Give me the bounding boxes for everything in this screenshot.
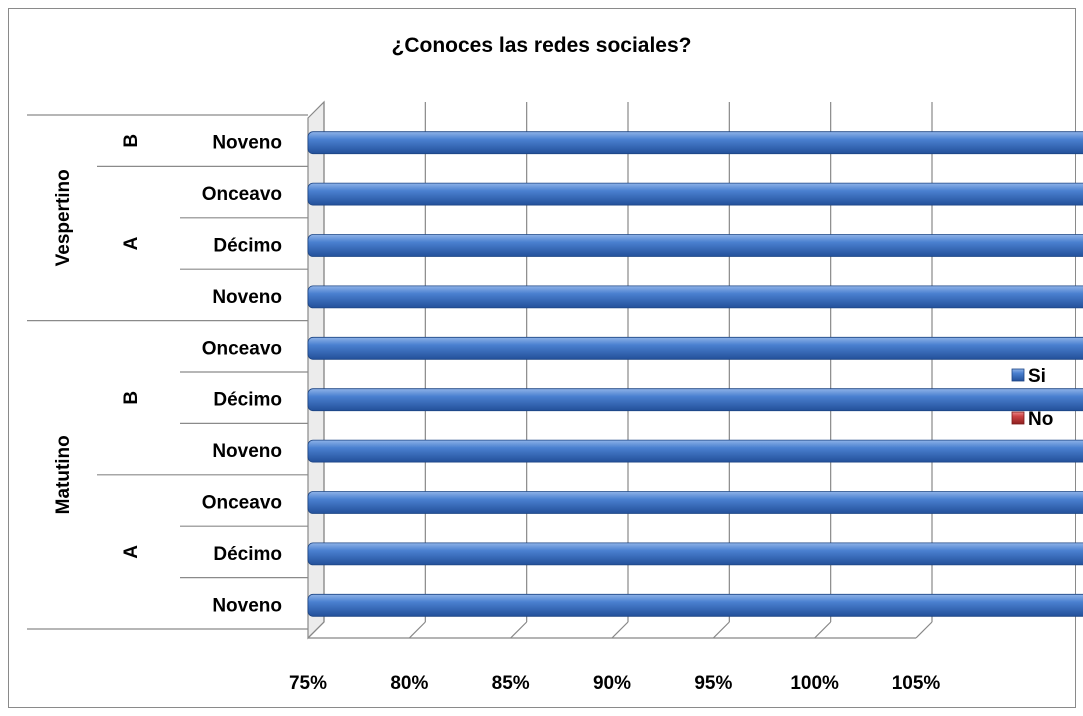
group-label: A [121,545,142,559]
category-label: Noveno [212,287,282,308]
gridline-floor [814,621,832,639]
gridline-floor [915,621,933,639]
x-tick-label: 80% [390,673,428,694]
legend-swatch-si [1011,368,1025,382]
bar-si [307,439,1083,463]
bar-si [307,542,1083,566]
chart-title: ¿Conoces las redes sociales? [391,34,692,57]
legend-swatch-no [1011,411,1025,425]
x-tick-label: 85% [492,673,530,694]
bar-si [307,182,1083,206]
category-label: Noveno [212,441,282,462]
bar-si [307,234,1083,257]
bar-si [307,285,1083,309]
gridline-floor [408,621,426,639]
x-tick-label: 95% [694,673,732,694]
category-label: Décimo [213,544,282,565]
shift-label: Vespertino [53,169,74,266]
bar-si [307,131,1083,155]
category-label: Décimo [213,390,282,411]
gridline-floor [712,621,730,639]
group-label: B [121,391,142,405]
category-label: Noveno [212,595,282,616]
x-tick-label: 90% [593,673,631,694]
gridline-floor [307,621,325,639]
gridline-floor [611,621,629,639]
category-label: Noveno [212,133,282,154]
x-tick-label: 100% [790,673,839,694]
category-label: Onceavo [202,493,282,514]
shift-label: Matutino [53,435,74,514]
bar-si [307,336,1083,360]
x-tick-label: 75% [289,673,327,694]
category-label: Onceavo [202,184,282,205]
legend-label-no: No [1028,409,1053,430]
gridline-floor [510,621,528,639]
legend-label-si: Si [1028,366,1046,387]
bar-si [307,593,1083,617]
group-label: A [121,236,142,250]
group-label: B [121,134,142,148]
category-label: Onceavo [202,338,282,359]
x-tick-label: 105% [892,673,941,694]
bar-si [307,388,1083,412]
bar-si [307,491,1083,514]
category-label: Décimo [213,236,282,257]
